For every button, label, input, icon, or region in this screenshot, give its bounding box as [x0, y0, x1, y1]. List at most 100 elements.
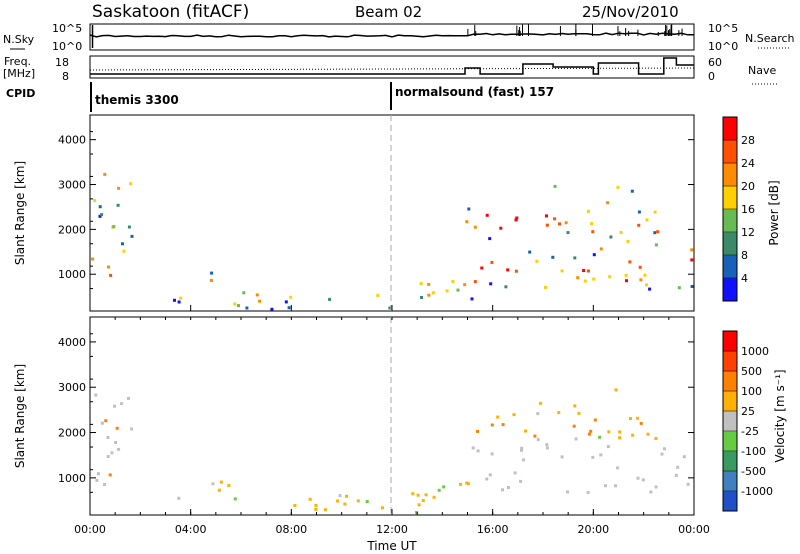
echo-cell: [663, 447, 666, 451]
echo-cell: [524, 429, 527, 433]
echo-cell: [210, 271, 214, 275]
echo-cell: [416, 493, 420, 497]
echo-cell: [93, 199, 97, 203]
velocity-cbar-label: Velocity [m s⁻¹]: [773, 369, 787, 462]
echo-cell: [590, 222, 594, 226]
echo-cell: [365, 500, 369, 503]
echo-cell: [345, 494, 349, 498]
colorbar-swatch: [723, 163, 737, 187]
date-title: 25/Nov/2010: [582, 3, 679, 21]
velocity-frame: [89, 316, 695, 516]
echo-cell: [463, 283, 467, 287]
echo-cell: [629, 417, 632, 421]
colorbar-frame: [722, 330, 738, 512]
echo-cell: [437, 488, 441, 492]
echo-cell: [607, 430, 611, 434]
echo-cell: [100, 213, 104, 217]
echo-cell: [417, 503, 421, 507]
cpid-label: CPID: [6, 87, 35, 100]
colorbar-swatch: [723, 140, 737, 164]
echo-cell: [551, 255, 555, 259]
freq-label-1: Freq.: [4, 55, 31, 68]
echo-cell: [456, 288, 460, 292]
echo-cell: [117, 186, 121, 190]
echo-cell: [129, 182, 133, 186]
echo-cell: [103, 483, 106, 487]
echo-cell: [233, 497, 237, 501]
echo-cell: [577, 411, 581, 415]
echo-cell: [432, 495, 436, 499]
echo-cell: [582, 269, 586, 272]
echo-cell: [109, 273, 113, 277]
echo-cell: [376, 293, 380, 297]
echo-cell: [411, 492, 415, 496]
nsearch-tick-bottom: 10^0: [708, 40, 738, 53]
y-tick-label: 2000: [58, 427, 86, 440]
colorbar-tick-label: 24: [741, 157, 755, 170]
echo-cell: [242, 291, 246, 295]
echo-cell: [421, 499, 425, 503]
echo-cell: [606, 201, 610, 205]
echo-cell: [536, 438, 540, 442]
echo-cell: [624, 273, 628, 277]
echo-cell: [424, 493, 428, 497]
velocity-xlabel: Time UT: [366, 539, 417, 553]
echo-cell: [442, 485, 446, 489]
echo-cell: [104, 419, 108, 423]
echo-cell: [209, 279, 213, 282]
echo-cell: [485, 477, 489, 481]
echo-cell: [499, 226, 503, 230]
echo-cell: [515, 216, 519, 220]
echo-cell: [343, 502, 347, 506]
nsky-tick-bottom: 10^0: [52, 40, 82, 53]
echo-cell: [490, 452, 494, 456]
echo-cell: [616, 185, 620, 189]
echo-cell: [459, 482, 462, 486]
beam-title: Beam 02: [355, 3, 422, 21]
velocity-y-axis: 1000 2000 3000 4000: [58, 333, 694, 516]
echo-cell: [599, 247, 603, 251]
colorbar-swatch: [723, 431, 737, 452]
echo-cell: [690, 248, 694, 252]
echo-cell: [654, 437, 658, 440]
colorbar-swatch: [723, 232, 737, 256]
echo-cell: [415, 511, 419, 514]
echo-cell: [130, 234, 134, 238]
echo-cell: [628, 260, 632, 264]
echo-cell: [217, 488, 221, 492]
echo-cell: [227, 484, 231, 487]
echo-cell: [514, 269, 518, 273]
colorbar-swatch: [723, 209, 737, 233]
echo-cell: [471, 446, 475, 450]
colorbar-tick-label: 25: [741, 405, 755, 418]
velocity-colorbar: 1000 500 100 25 -25 -100 -500 -1000: [722, 330, 773, 512]
freq-panel-frame: [89, 55, 695, 79]
echo-cell: [94, 393, 98, 397]
echo-cell: [560, 455, 564, 459]
echo-cell: [258, 299, 262, 303]
echo-cell: [654, 243, 658, 247]
echo-cell: [637, 210, 641, 214]
echo-cell: [110, 451, 114, 455]
echo-cell: [639, 278, 643, 282]
echo-cell: [108, 473, 112, 477]
echo-cell: [558, 222, 561, 226]
colorbar-tick-label: 20: [741, 180, 755, 193]
echo-cell: [520, 446, 524, 450]
echo-cell: [572, 424, 576, 428]
echo-cell: [630, 189, 634, 193]
x-tick-label: 08:00: [275, 523, 307, 536]
echo-cell: [121, 242, 124, 246]
echo-cell: [520, 448, 523, 452]
echo-cell: [445, 289, 449, 293]
echo-cell: [237, 304, 240, 308]
echo-cell: [506, 268, 510, 272]
echo-cell: [592, 277, 596, 281]
echo-cell: [91, 257, 95, 261]
echo-cell: [427, 282, 431, 286]
echo-cell: [488, 237, 492, 241]
echo-cell: [219, 480, 223, 484]
nsearch-tick-top: 10^5: [708, 22, 738, 35]
colorbar-tick-label: 1000: [741, 345, 769, 358]
